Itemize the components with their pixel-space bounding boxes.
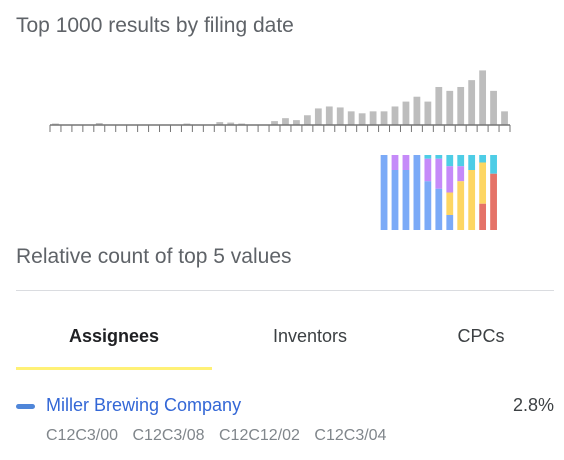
histogram-bar bbox=[358, 113, 366, 125]
histogram-bar bbox=[380, 111, 388, 125]
stacked-bar-segment bbox=[468, 170, 476, 230]
histogram-bar bbox=[325, 106, 333, 125]
tab-inventors[interactable]: Inventors bbox=[212, 310, 408, 368]
stacked-bar-segment bbox=[402, 170, 410, 230]
stacked-bar-segment bbox=[490, 155, 497, 174]
cpc-codes: C12C3/00 C12C3/08 C12C12/02 C12C3/04 bbox=[46, 427, 396, 445]
tab-assignees-label: Assignees bbox=[68, 326, 160, 346]
assignee-percent: 2.8% bbox=[512, 395, 554, 415]
stacked-bar-segment bbox=[468, 155, 476, 170]
histogram-bar bbox=[314, 108, 322, 125]
histogram-bar bbox=[95, 123, 103, 125]
histogram-bar bbox=[271, 121, 278, 125]
stacked-bar-segment bbox=[435, 188, 443, 230]
tab-cpcs-label: CPCs bbox=[457, 326, 505, 346]
stacked-bar-segment bbox=[479, 162, 487, 204]
stacked-bar-segment bbox=[446, 215, 454, 230]
stacked-bar-segment bbox=[391, 155, 399, 170]
stacked-bar-segment bbox=[446, 155, 454, 167]
histogram-bar bbox=[457, 86, 465, 125]
stacked-bar-segment bbox=[413, 155, 421, 230]
stacked-bar-segment bbox=[490, 173, 497, 230]
histogram-bar bbox=[293, 120, 300, 125]
stacked-bar-segment bbox=[435, 155, 443, 159]
stacked-bar-segment bbox=[380, 155, 388, 230]
stacked-bar-segment bbox=[424, 155, 432, 159]
top-values-tabs: Assignees Inventors CPCs bbox=[16, 310, 554, 372]
active-tab-indicator bbox=[16, 367, 212, 370]
histogram-bar bbox=[490, 90, 497, 125]
cpc-code[interactable]: C12C3/00 bbox=[46, 427, 119, 444]
stacked-bar-segment bbox=[479, 155, 487, 163]
histogram-bar bbox=[479, 70, 487, 125]
histogram-bar bbox=[413, 96, 421, 125]
stacked-bar-segment bbox=[446, 192, 454, 215]
stacked-bar-segment bbox=[424, 181, 432, 230]
tab-inventors-label: Inventors bbox=[272, 326, 348, 346]
stacked-bar-segment bbox=[435, 158, 443, 189]
filing-date-histogram bbox=[49, 70, 511, 230]
cpc-code[interactable]: C12C3/04 bbox=[314, 427, 387, 444]
series-color-swatch bbox=[16, 404, 35, 409]
histogram-bar bbox=[468, 80, 476, 125]
stacked-bar-segment bbox=[457, 181, 465, 230]
histogram-bar bbox=[303, 115, 311, 125]
relative-count-title: Relative count of top 5 values bbox=[16, 245, 292, 268]
cpc-code[interactable]: C12C3/08 bbox=[132, 427, 205, 444]
section-divider bbox=[16, 290, 554, 291]
stacked-bar-segment bbox=[424, 158, 432, 182]
stacked-bar-segment bbox=[446, 166, 454, 193]
histogram-bar bbox=[501, 111, 508, 125]
histogram-bar bbox=[435, 86, 443, 125]
assignee-link[interactable]: Miller Brewing Company bbox=[46, 395, 242, 415]
histogram-bar bbox=[347, 111, 355, 125]
histogram-bar bbox=[336, 107, 344, 125]
histogram-bar bbox=[446, 90, 454, 125]
stacked-bar-segment bbox=[402, 155, 410, 170]
histogram-bar bbox=[424, 101, 432, 125]
histogram-bar bbox=[369, 111, 377, 125]
histogram-bar bbox=[282, 118, 289, 125]
stacked-bar-segment bbox=[457, 166, 465, 182]
stacked-bar-segment bbox=[391, 170, 399, 230]
histogram-bar bbox=[402, 101, 410, 125]
cpc-code[interactable]: C12C12/02 bbox=[219, 427, 300, 444]
tab-cpcs[interactable]: CPCs bbox=[408, 310, 554, 368]
stacked-bar-segment bbox=[457, 155, 465, 167]
stacked-bar-segment bbox=[479, 203, 487, 230]
histogram-bar bbox=[216, 122, 224, 125]
histogram-bar bbox=[391, 106, 399, 125]
histogram-bar bbox=[227, 122, 235, 125]
histogram-title: Top 1000 results by filing date bbox=[16, 14, 294, 37]
tab-assignees[interactable]: Assignees bbox=[16, 310, 212, 370]
